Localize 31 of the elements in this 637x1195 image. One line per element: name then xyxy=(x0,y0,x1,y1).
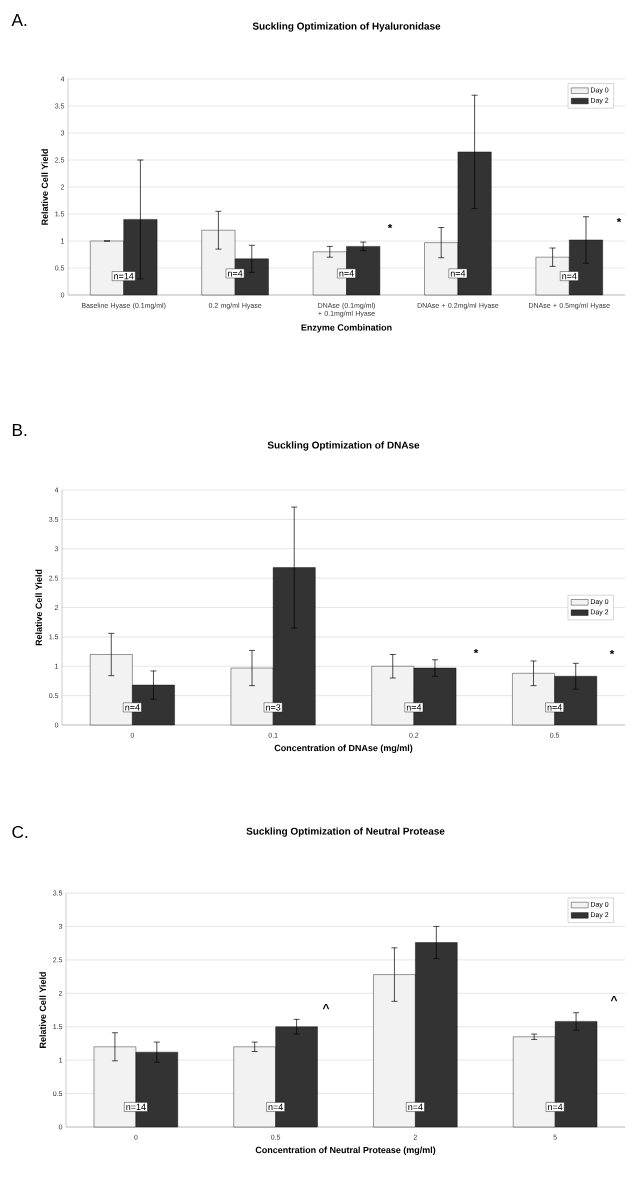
annotation: n=14 xyxy=(114,273,134,280)
x-axis-title: Concentration of DNAse (mg/ml) xyxy=(274,744,413,753)
x-axis-title: Enzyme Combination xyxy=(301,324,392,333)
annotation: * xyxy=(616,217,622,223)
annotation: n=4 xyxy=(268,1103,283,1111)
annotation: n=4 xyxy=(408,1103,423,1111)
annotation: n=4 xyxy=(339,270,354,277)
annotation: n=4 xyxy=(450,270,466,277)
chart-title: Suckling Optimization of Hyaluronidase xyxy=(252,22,441,32)
y-axis-title: Relative Cell Yield xyxy=(35,569,42,646)
chart-title: Suckling Optimization of DNAse xyxy=(267,441,420,451)
text: C. xyxy=(12,825,28,839)
annotation: * xyxy=(387,223,393,229)
text: B. xyxy=(12,424,27,436)
x-axis-title: Concentration of Neutral Protease (mg/ml) xyxy=(255,1146,436,1155)
annotation: * xyxy=(609,649,615,655)
annotation: n=4 xyxy=(547,704,562,711)
text: A. xyxy=(11,14,27,26)
annotation: ^ xyxy=(322,1003,330,1010)
annotation: n=3 xyxy=(266,704,281,711)
annotation: n=4 xyxy=(228,270,243,277)
annotation: n=4 xyxy=(548,1103,563,1111)
y-axis-title: Relative Cell Yield xyxy=(39,972,46,1048)
annotation: ^ xyxy=(610,995,618,1002)
annotation: n=14 xyxy=(126,1103,146,1111)
annotation: n=4 xyxy=(125,704,140,711)
annotation: * xyxy=(473,648,479,654)
chart-title: Suckling Optimization of Neutral Protease xyxy=(246,827,445,837)
annotation: n=4 xyxy=(406,704,422,711)
annotation: n=4 xyxy=(562,273,577,280)
y-axis-title: Relative Cell Yield xyxy=(41,149,48,225)
